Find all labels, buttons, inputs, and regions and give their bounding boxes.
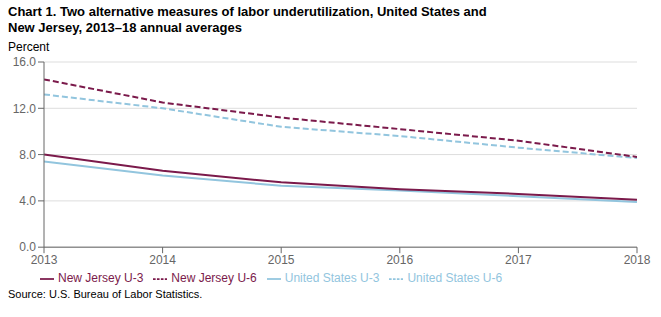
svg-text:2017: 2017 bbox=[505, 253, 532, 267]
svg-text:16.0: 16.0 bbox=[13, 55, 37, 69]
svg-text:8.0: 8.0 bbox=[19, 148, 36, 162]
svg-text:0.0: 0.0 bbox=[19, 240, 36, 254]
svg-text:12.0: 12.0 bbox=[13, 102, 37, 116]
html-text:Source: U.S. Bureau of Labor S: Source: U.S. Bureau of Labor Statistics. bbox=[8, 288, 203, 300]
html-text:United States U-6: United States U-6 bbox=[407, 271, 503, 286]
html-text:Percent: Percent bbox=[8, 40, 50, 54]
svg-text:4.0: 4.0 bbox=[19, 194, 36, 208]
html-text:New Jersey U-6: New Jersey U-6 bbox=[171, 271, 257, 286]
html-text:United States U-3: United States U-3 bbox=[284, 271, 380, 286]
html-text:New Jersey, 2013–18 annual ave: New Jersey, 2013–18 annual averages bbox=[8, 20, 242, 35]
svg-text:2014: 2014 bbox=[149, 253, 176, 267]
svg-text:2013: 2013 bbox=[31, 253, 58, 267]
html-text:New Jersey U-3: New Jersey U-3 bbox=[58, 271, 144, 286]
svg-text:2016: 2016 bbox=[386, 253, 413, 267]
svg-text:2018: 2018 bbox=[624, 253, 651, 267]
html-text:Chart 1. Two alternative measu: Chart 1. Two alternative measures of lab… bbox=[8, 4, 487, 19]
svg-text:2015: 2015 bbox=[268, 253, 295, 267]
